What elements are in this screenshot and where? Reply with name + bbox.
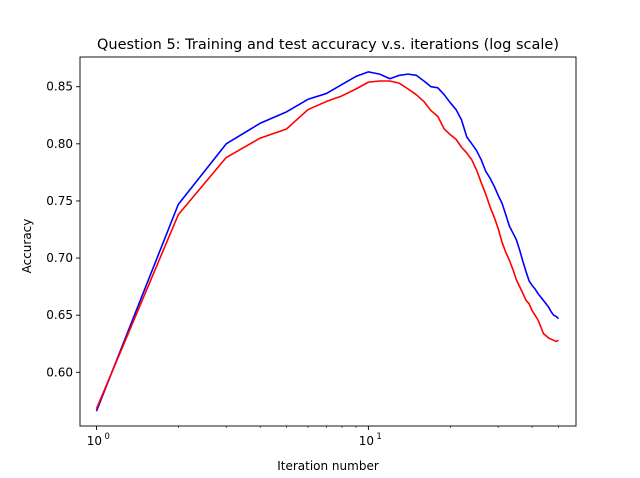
x-tick-label: 10 0 xyxy=(87,432,110,448)
series-line-1 xyxy=(95,71,560,412)
y-axis-label: Accuracy xyxy=(20,219,34,274)
x-tick-label-exponent: 1 xyxy=(376,432,381,442)
y-tick-label: 0.80 xyxy=(46,137,73,151)
y-tick-label: 0.65 xyxy=(46,308,73,322)
y-tick-label: 0.85 xyxy=(46,80,73,94)
x-tick-label-base: 10 xyxy=(87,434,102,448)
y-tick-label: 0.60 xyxy=(46,365,73,379)
x-axis-label: Iteration number xyxy=(277,459,379,473)
x-tick-label-exponent: 0 xyxy=(104,432,109,442)
chart-title: Question 5: Training and test accuracy v… xyxy=(97,37,559,53)
x-tick-label-base: 10 xyxy=(359,434,374,448)
series-line-2 xyxy=(95,80,559,410)
x-tick-label: 10 1 xyxy=(359,432,382,448)
y-tick-label: 0.75 xyxy=(46,194,73,208)
y-tick-label: 0.70 xyxy=(46,251,73,265)
axes-frame xyxy=(79,56,577,427)
